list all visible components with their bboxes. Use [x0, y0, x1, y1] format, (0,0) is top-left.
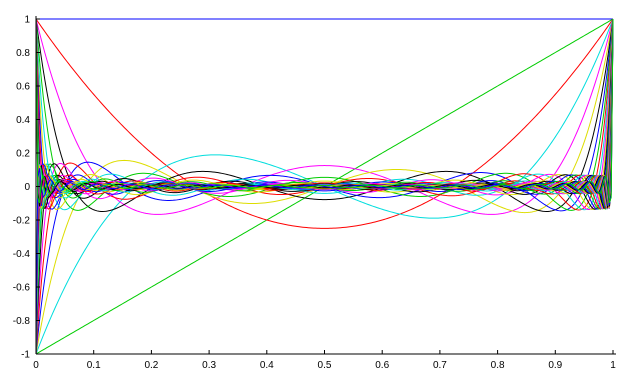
series-line-20 [35, 18, 614, 209]
y-tick-label: 0.8 [16, 48, 30, 59]
y-tick-label: 0.2 [16, 149, 30, 160]
x-tick-label: 0.6 [375, 360, 389, 371]
axes-layer: 0 0.1 0.2 0.3 0.4 0.5 0.6 0.7 0.8 0.9 1 -1 -0.8 -0.6 -… [13, 15, 616, 372]
y-tick-label: -1 [21, 350, 30, 361]
x-tick-label: 0.9 [548, 360, 562, 371]
x-tick-label: 0.5 [318, 360, 332, 371]
x-tick-label: 0.4 [260, 360, 274, 371]
x-tick-label: 0 [33, 360, 39, 371]
series-line-4 [35, 18, 614, 215]
x-tick-label: 0.7 [433, 360, 447, 371]
y-tick-label: 1 [24, 15, 30, 26]
series-layer [35, 18, 614, 355]
y-tick-label: -0.8 [13, 316, 31, 327]
x-tick-label: 1 [610, 360, 616, 371]
series-line-12 [35, 18, 614, 210]
y-tick-label: -0.4 [13, 249, 31, 260]
y-tick-label: 0 [24, 182, 30, 193]
y-tick-label: -0.2 [13, 216, 31, 227]
x-tick-label: 0.8 [491, 360, 505, 371]
series-line-2 [35, 18, 614, 229]
series-line-35 [35, 18, 614, 355]
series-line-6 [35, 18, 614, 213]
x-tick-label: 0.2 [144, 360, 158, 371]
y-tick-label: 0.6 [16, 82, 30, 93]
x-tick-label: 0.3 [202, 360, 216, 371]
x-tick-label: 0.1 [87, 360, 101, 371]
series-line-16 [35, 18, 614, 210]
y-tick-label: 0.4 [16, 115, 30, 126]
series-line-36 [35, 18, 614, 204]
y-tick-label: -0.6 [13, 283, 31, 294]
